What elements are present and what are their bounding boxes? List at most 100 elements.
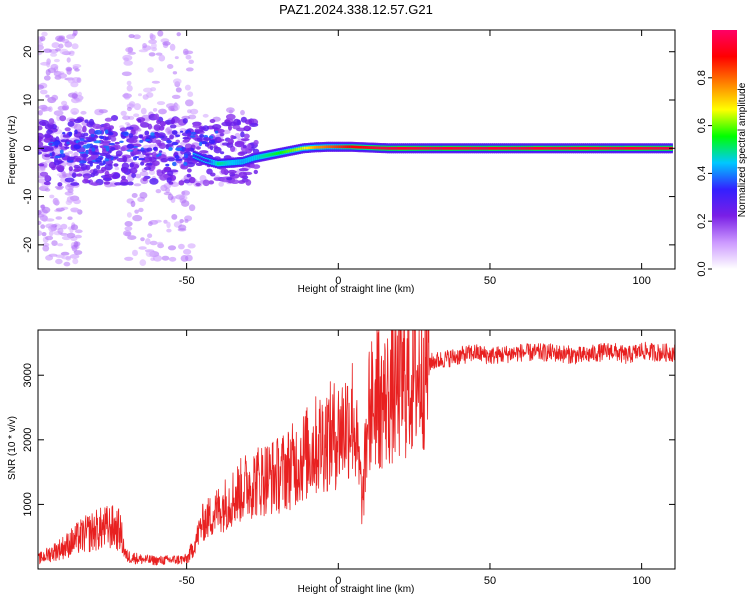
spectrogram-cloud-blob [237,151,246,156]
spectrogram-ridge-cell [504,146,508,150]
spectrogram-noise-blob [41,104,48,112]
spectrogram-noise-blob [147,233,153,238]
colorbar-tick-label: 0.6 [696,118,708,133]
spectrogram-noise-blob [168,256,177,262]
spectrogram-noise-blob [145,238,151,245]
spectrogram-cloud-blob [241,138,250,142]
spectrogram-core-blob [90,133,95,138]
spectrogram-ridge-cell [352,145,356,149]
spectrogram-noise-blob [71,93,78,99]
spectrogram-ridge-cell [463,146,467,150]
spectrogram-noise-blob [45,223,56,229]
spectrogram-ylabel: Frequency (Hz) [7,116,18,185]
spectrogram-noise-blob [55,216,63,220]
spectrogram-ridge-cell [405,146,409,150]
spectrogram-noise-blob [166,103,176,109]
spectrogram-noise-blob [62,104,70,111]
spectrogram-core-blob [156,154,160,157]
spectrogram-cloud-blob [228,124,232,131]
spectrogram-ridge-cell [320,145,324,149]
spectrogram-core-blob [64,146,70,149]
spectrogram-cloud-blob [46,129,53,135]
spectrogram-ridge-cell [621,146,625,150]
spectrogram-ridge-cell [459,146,463,150]
spectrogram-core-blob [165,144,169,150]
spectrogram-ridge-cell [589,146,593,150]
spectrogram-noise-blob [228,109,233,114]
spectrogram-cloud-blob [186,173,191,178]
spectrogram-ridge-cell [227,161,231,165]
spectrogram-cloud-blob [230,135,235,139]
spectrogram-core-blob [199,141,202,147]
spectrogram-ridge-cell [322,145,326,149]
spectrogram-noise-blob [152,254,163,262]
spectrogram-cloud-blob [104,117,113,122]
spectrogram-ridge-cell [297,147,301,151]
spectrogram-noise-blob [174,56,179,60]
spectrogram-ridge-cell [425,146,429,150]
spectrogram-noise-blob [126,212,132,218]
spectrogram-ridge-cell [318,145,322,149]
spectrogram-ridge-cell [200,157,204,161]
spectrogram-cloud-blob [244,119,253,125]
spectrogram-ridge-cell [617,146,621,150]
spectrogram-noise-blob [218,181,224,187]
snr-xtick-label: 0 [335,575,341,587]
spectrogram-cloud-blob [232,125,241,130]
spectrogram-xlabel: Height of straight line (km) [298,284,415,295]
spectrogram-cloud-blob [199,150,209,154]
spectrogram-ridge-cell [265,154,269,157]
spectrogram-ridge-cell [396,146,400,150]
spectrogram-core-blob [174,155,180,159]
spectrogram-core-blob [209,145,214,151]
spectrogram-core-blob [168,146,173,151]
spectrogram-core-blob [110,147,116,151]
snr-ylabel: SNR (10 * v/v) [7,416,18,480]
spectrogram-ridge-cell [649,146,653,150]
spectrogram-cloud-blob [116,157,127,162]
spectrogram-cloud-blob [213,177,223,181]
spectrogram-ridge-cell [635,146,639,150]
spectrogram-noise-blob [76,77,82,84]
spectrogram-ticks: -50 0 50 100 -20 -10 0 10 20 [22,30,675,287]
spectrogram-cloud-blob [100,166,107,172]
spectrogram-noise-blob [148,221,153,227]
spectrogram-ridge-cell [332,145,336,149]
spectrogram-noise-blob [65,199,73,206]
spectrogram-ridge-cell [403,146,407,150]
spectrogram-core-blob [48,142,53,146]
spectrogram-core-blob [50,156,54,159]
spectrogram-cloud-blob [84,119,89,123]
spectrogram-cloud-blob [229,121,237,127]
spectrogram-noise-blob [73,250,83,255]
spectrogram-ridge-cell [308,146,312,150]
spectrogram-cloud-blob [154,113,160,121]
spectrogram-ridge-cell [439,146,443,150]
spectrogram-cloud-blob [220,151,225,155]
spectrogram-cloud-blob [64,177,75,183]
spectrogram-noise-blob [166,221,171,229]
spectrogram-core-blob [158,152,162,156]
spectrogram-cloud-blob [38,163,45,167]
spectrogram-cloud-blob [82,179,89,184]
spectrogram-core-blob [91,151,97,154]
spectrogram-cloud-blob [129,167,138,174]
spectrogram-core-blob [166,140,172,144]
spectrogram-cloud-blob [146,162,153,166]
spectrogram-ridge-cell [530,146,534,150]
spectrogram-noise-blob [138,49,148,53]
spectrogram-ridge-cell [249,157,253,161]
spectrogram-core-blob [99,152,108,157]
spectrogram-ridge-cell [603,146,607,150]
spectrogram-core-blob [52,141,60,146]
spectrogram-core-blob [74,129,78,135]
spectrogram-ridge-cell [243,159,247,163]
spectrogram-ridge-cell [629,146,633,150]
spectrogram-ridge-cell [378,146,382,150]
spectrogram-noise-blob [74,229,83,234]
spectrogram-noise-blob [73,123,83,131]
colorbar-ticks: 0.0 0.2 0.4 0.6 0.8 [696,70,712,277]
spectrogram-ridge-cell [247,158,251,162]
spectrogram-noise-blob [187,109,192,114]
spectrogram-cloud-blob [140,161,145,166]
